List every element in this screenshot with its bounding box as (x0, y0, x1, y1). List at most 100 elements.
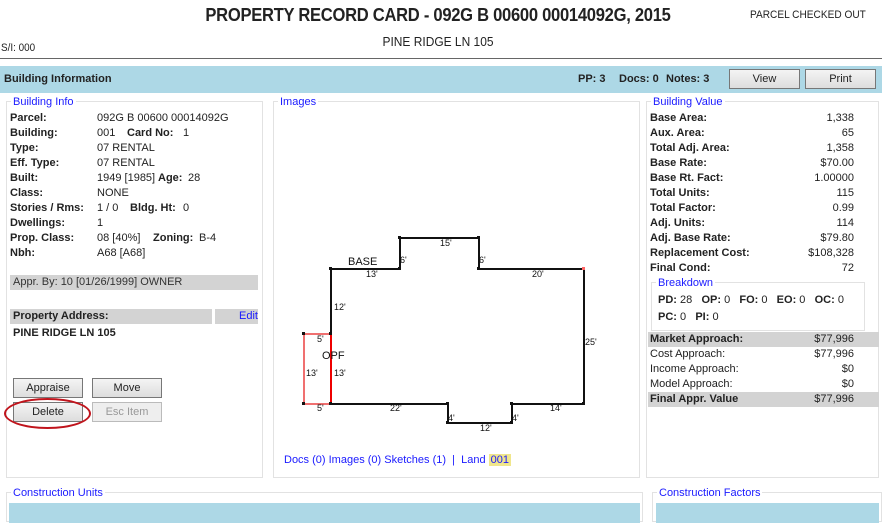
sketches-link[interactable]: Sketches (1) (384, 454, 447, 466)
value-amount: $108,328 (808, 247, 854, 259)
vertex (302, 332, 305, 335)
image-links: Docs (0) Images (0) Sketches (1) | Land … (284, 453, 512, 468)
images-link[interactable]: Images (0) (328, 454, 382, 466)
prop-address-label: Property Address: (13, 310, 109, 322)
info-row: Building: 001 Card No: 1 (0, 126, 260, 141)
approach-value: $0 (841, 363, 854, 375)
esc-item-button[interactable]: Esc Item (92, 402, 162, 422)
value-amount: 1.00000 (814, 172, 854, 184)
edit-link[interactable]: Edit (239, 310, 258, 322)
approach-label: Final Appr. Value (650, 393, 739, 405)
info-label: Building: (10, 127, 58, 139)
land-number[interactable]: 001 (488, 454, 512, 466)
section-bar: Building Information PP: 3 Docs: 0 Notes… (0, 66, 882, 93)
info-label-2: Age: (158, 172, 183, 184)
prop-address: PINE RIDGE LN 105 (13, 327, 116, 339)
value-amount: 0.99 (832, 202, 854, 214)
breakdown-panel: Breakdown PD: 28 OP: 0 FO: 0 EO: 0 OC: 0… (651, 277, 865, 331)
value-row: Adj. Units: 114 (0, 216, 870, 231)
value-label: Final Cond: (650, 262, 711, 274)
value-row: Base Area: 1,338 (0, 111, 870, 126)
value-amount: $70.00 (820, 157, 854, 169)
sketch-label: OPF (322, 350, 345, 362)
approach-label: Income Approach: (650, 363, 739, 375)
docs-link[interactable]: Docs (0) (284, 454, 326, 466)
value-row: Total Factor: 0.99 (0, 201, 870, 216)
sketch-label: 6' (479, 255, 486, 265)
info-value-2: 0 (183, 202, 190, 214)
info-value: 1949 [1985] (97, 172, 156, 184)
vertex (446, 402, 449, 405)
value-amount: $79.80 (820, 232, 854, 244)
vertex (582, 402, 585, 405)
print-button[interactable]: Print (805, 69, 876, 89)
sketch-label: 22' (390, 403, 402, 413)
breakdown-value: 0 (724, 294, 731, 306)
breakdown-value: 0 (761, 294, 768, 306)
info-value: 092G B 00600 00014092G (97, 112, 229, 124)
info-row: Parcel: 092G B 00600 00014092G (0, 111, 260, 126)
construction-factors-legend: Construction Factors (657, 487, 763, 499)
vertex (510, 402, 513, 405)
info-label: Eff. Type: (10, 157, 60, 169)
value-label: Total Units: (650, 187, 710, 199)
info-value-2: 28 (188, 172, 201, 184)
info-value: 07 RENTAL (97, 157, 155, 169)
breakdown-value: 0 (837, 294, 844, 306)
docs-count: Docs: 0 (619, 73, 659, 85)
value-label: Total Factor: (650, 202, 716, 214)
value-label: Base Rt. Fact: (650, 172, 724, 184)
vertex (329, 267, 332, 270)
building-info-legend: Building Info (11, 96, 76, 108)
value-row: Total Adj. Area: 1,358 (0, 141, 870, 156)
vertex (477, 236, 480, 239)
breakdown-label: EO: (776, 294, 797, 306)
pp-count: PP: 3 (578, 73, 606, 85)
info-value: 001 (97, 127, 116, 139)
checkout-status: PARCEL CHECKED OUT (750, 9, 866, 21)
approach-row: Market Approach: $77,996 (0, 332, 870, 347)
vertex (329, 402, 332, 405)
info-row: Built: 1949 [1985] Age: 28 (0, 171, 260, 186)
info-row: Eff. Type: 07 RENTAL (0, 156, 260, 171)
value-label: Replacement Cost: (650, 247, 750, 259)
info-value-2: 1 (183, 127, 190, 139)
value-row: Aux. Area: 65 (0, 126, 870, 141)
info-value: A68 [A68] (97, 247, 146, 259)
value-row: Base Rate: $70.00 (0, 156, 870, 171)
construction-units-legend: Construction Units (11, 487, 105, 499)
info-row: Stories / Rms: 1 / 0 Bldg. Ht: 0 (0, 201, 260, 216)
info-label: Prop. Class: (10, 232, 75, 244)
approach-label: Model Approach: (650, 378, 733, 390)
vertex (329, 332, 332, 335)
breakdown-legend: Breakdown (656, 277, 716, 289)
breakdown-label: PC: (658, 311, 677, 323)
move-button[interactable]: Move (92, 378, 162, 398)
approach-value: $77,996 (814, 333, 854, 345)
info-label: Parcel: (10, 112, 47, 124)
breakdown-value: 28 (680, 294, 693, 306)
breakdown-value: 0 (799, 294, 806, 306)
value-label: Total Adj. Area: (650, 142, 730, 154)
land-link[interactable]: Land (461, 454, 486, 466)
info-label-2: Card No: (127, 127, 174, 139)
value-amount: 114 (836, 217, 854, 229)
info-value: NONE (97, 187, 129, 199)
page-subtitle: PINE RIDGE LN 105 (382, 34, 494, 49)
approach-shade (648, 332, 879, 347)
view-button[interactable]: View (729, 69, 800, 89)
value-amount: 72 (841, 262, 854, 274)
building-value-panel: Building Value (646, 96, 879, 478)
info-label: Nbh: (10, 247, 36, 259)
approach-value: $77,996 (814, 348, 854, 360)
value-amount: 65 (841, 127, 854, 139)
notes-count: Notes: 3 (666, 73, 710, 85)
info-row: Prop. Class: 08 [40%] Zoning: B-4 (0, 231, 260, 246)
approach-row: Cost Approach: $77,996 (0, 347, 870, 362)
vertex (446, 421, 449, 424)
info-row: Class: NONE (0, 186, 260, 201)
info-label: Stories / Rms: (10, 202, 84, 214)
images-legend: Images (278, 96, 319, 108)
sketch-label: 12' (334, 302, 346, 312)
